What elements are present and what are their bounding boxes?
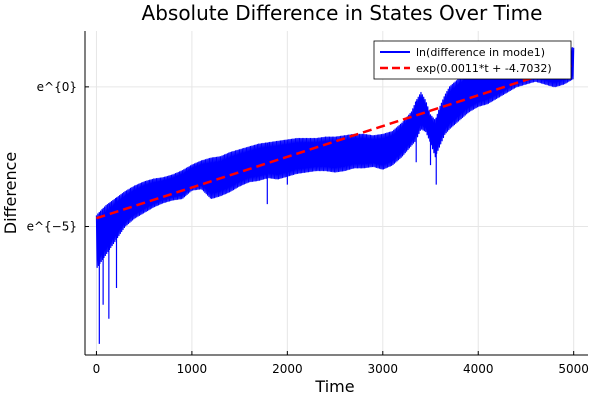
x-axis-title: Time bbox=[314, 377, 354, 396]
x-tick-label: 5000 bbox=[558, 362, 589, 376]
x-tick-label: 1000 bbox=[177, 362, 208, 376]
y-tick-label: e^{−5} bbox=[27, 220, 77, 234]
y-axis-title: Difference bbox=[1, 152, 20, 234]
legend: ln(difference in mode1) exp(0.0011*t + -… bbox=[373, 40, 572, 80]
series-line-1 bbox=[95, 44, 575, 344]
x-tick-label: 4000 bbox=[463, 362, 494, 376]
x-tick-label: 0 bbox=[93, 362, 101, 376]
x-tick-label: 2000 bbox=[272, 362, 303, 376]
chart-title: Absolute Difference in States Over Time bbox=[142, 1, 543, 25]
y-tick-label: e^{0} bbox=[37, 80, 77, 94]
legend-box bbox=[373, 40, 572, 80]
legend-label-series-1: ln(difference in mode1) bbox=[416, 46, 545, 59]
legend-label-series-2: exp(0.0011*t + -4.7032) bbox=[416, 62, 552, 75]
x-tick-label: 3000 bbox=[368, 362, 399, 376]
plot-series bbox=[95, 44, 575, 344]
tick-labels: 0 1000 2000 3000 4000 5000 e^{0} e^{−5} bbox=[27, 80, 589, 376]
axes bbox=[84, 31, 588, 356]
